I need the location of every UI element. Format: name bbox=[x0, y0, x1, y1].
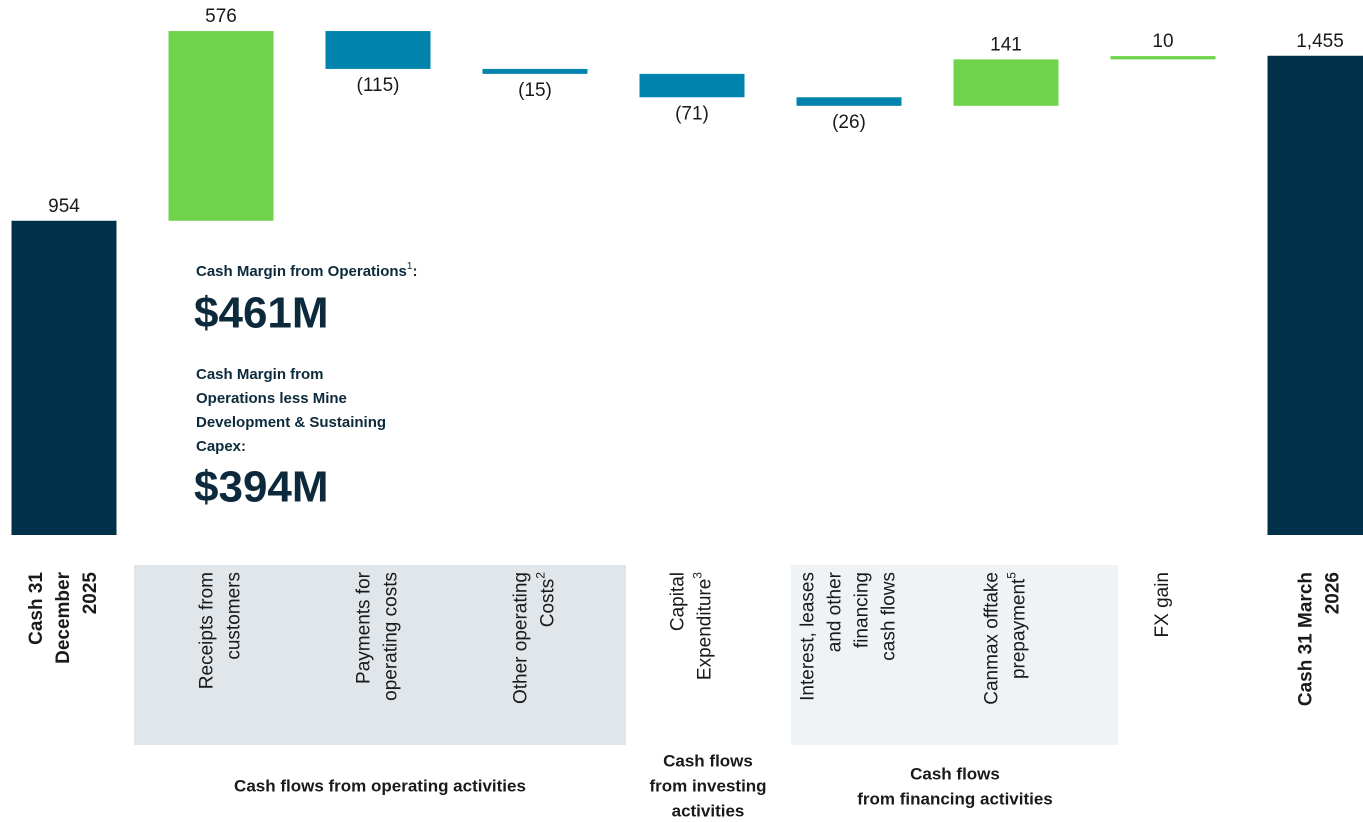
group-label: Cash flows bbox=[663, 751, 753, 770]
capex-annotation: Operations less Mine bbox=[196, 390, 347, 407]
category-line: Costs bbox=[538, 579, 559, 628]
category-line: customers bbox=[224, 572, 245, 660]
operating-group-box bbox=[134, 565, 626, 745]
category-line: December bbox=[53, 571, 74, 663]
category-label: FX gain bbox=[1152, 572, 1173, 637]
category-label: Receipts from bbox=[197, 572, 218, 689]
category-line: 2026 bbox=[1323, 572, 1344, 614]
category-line: and other bbox=[825, 571, 846, 652]
category-footnote: 2 bbox=[534, 572, 548, 579]
category-line: cash flows bbox=[879, 572, 900, 661]
category-label: Payments for bbox=[354, 571, 375, 684]
value-label: (15) bbox=[518, 80, 552, 101]
bar bbox=[11, 220, 117, 535]
group-label: activities bbox=[672, 801, 745, 820]
category-line: Payments for bbox=[354, 571, 375, 684]
category-label: Other operating bbox=[511, 572, 532, 704]
category-label: customers bbox=[224, 572, 245, 660]
capex-value: $394M bbox=[194, 463, 329, 512]
category-label: 2026 bbox=[1323, 572, 1344, 614]
category-label: December bbox=[53, 571, 74, 663]
bar bbox=[796, 97, 902, 106]
bar bbox=[1267, 55, 1363, 536]
category-label: financing bbox=[852, 572, 873, 648]
category-label: Costs2 bbox=[534, 572, 559, 628]
category-label: Expenditure3 bbox=[691, 572, 716, 680]
bar bbox=[953, 59, 1059, 106]
value-label: 576 bbox=[205, 6, 237, 27]
category-label: and other bbox=[825, 571, 846, 652]
capex-annotation: Development & Sustaining bbox=[196, 414, 386, 431]
category-label: cash flows bbox=[879, 572, 900, 661]
category-line: Canmax offtake bbox=[982, 572, 1003, 705]
category-line: Expenditure bbox=[695, 579, 716, 680]
value-label: (71) bbox=[675, 103, 709, 124]
category-line: financing bbox=[852, 572, 873, 648]
margin-value: $461M bbox=[194, 289, 329, 338]
category-footnote: 5 bbox=[1005, 572, 1019, 579]
bar bbox=[482, 68, 588, 74]
bar bbox=[639, 73, 745, 98]
category-line: Other operating bbox=[511, 572, 532, 704]
margin-annotation: Cash Margin from Operations1: bbox=[196, 261, 417, 280]
group-label: from investing bbox=[649, 776, 766, 795]
category-line: prepayment bbox=[1009, 578, 1030, 679]
value-label: 141 bbox=[990, 34, 1022, 55]
group-label: Cash flows from operating activities bbox=[234, 776, 526, 795]
category-label: Interest, leases bbox=[798, 572, 819, 701]
capex-annotation: Capex: bbox=[196, 438, 246, 455]
group-label: from financing activities bbox=[857, 789, 1053, 808]
category-footnote: 3 bbox=[691, 572, 705, 579]
bar bbox=[1110, 56, 1216, 60]
category-line: Cash 31 bbox=[26, 572, 47, 645]
value-label: 10 bbox=[1152, 31, 1173, 52]
category-label: operating costs bbox=[381, 572, 402, 701]
value-label: 1,455 bbox=[1296, 31, 1344, 52]
category-label: prepayment5 bbox=[1005, 572, 1030, 679]
value-label: (26) bbox=[832, 112, 866, 133]
value-label: (115) bbox=[357, 75, 400, 96]
financing-group-box bbox=[791, 565, 1118, 745]
bar bbox=[325, 31, 431, 69]
value-label: 954 bbox=[48, 196, 80, 217]
category-label: Canmax offtake bbox=[982, 572, 1003, 705]
bar bbox=[168, 31, 274, 221]
category-line: Receipts from bbox=[197, 572, 218, 689]
category-line: Capital bbox=[668, 572, 689, 631]
category-line: Cash 31 March bbox=[1296, 572, 1317, 706]
category-label: 2025 bbox=[80, 572, 101, 615]
category-label: Cash 31 bbox=[26, 572, 47, 645]
category-line: FX gain bbox=[1152, 572, 1173, 637]
category-line: Interest, leases bbox=[798, 572, 819, 701]
group-label: Cash flows bbox=[910, 764, 1000, 783]
capex-annotation: Cash Margin from bbox=[196, 366, 324, 383]
category-label: Cash 31 March bbox=[1296, 572, 1317, 706]
category-line: operating costs bbox=[381, 572, 402, 701]
category-line: 2025 bbox=[80, 572, 101, 615]
category-label: Capital bbox=[668, 572, 689, 631]
